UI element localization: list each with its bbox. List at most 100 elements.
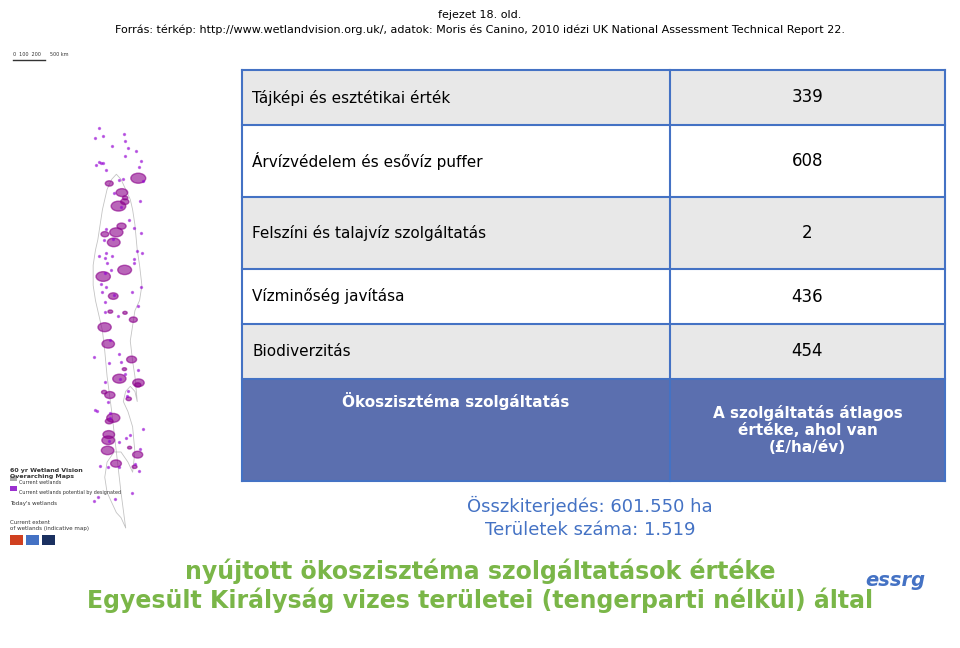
Point xyxy=(118,205,133,215)
Circle shape xyxy=(121,199,129,205)
Point xyxy=(107,450,122,460)
Point xyxy=(111,202,127,212)
Bar xyxy=(42,535,55,545)
Circle shape xyxy=(102,340,114,348)
Bar xyxy=(10,535,23,545)
Bar xyxy=(242,197,670,269)
Point xyxy=(110,176,126,186)
Point xyxy=(132,441,147,452)
Text: Területek száma: 1.519: Területek száma: 1.519 xyxy=(485,521,695,539)
Point xyxy=(98,385,113,395)
Circle shape xyxy=(112,374,126,383)
Point xyxy=(100,379,115,389)
Circle shape xyxy=(102,436,114,445)
Point xyxy=(99,472,114,483)
Text: Biodiverzitás: Biodiverzitás xyxy=(252,344,350,359)
Point xyxy=(102,230,117,240)
Text: Felszíni és talajvíz szolgáltatás: Felszíni és talajvíz szolgáltatás xyxy=(252,225,486,241)
Point xyxy=(113,281,129,291)
Text: Forrás: térkép: http://www.wetlandvision.org.uk/, adatok: Moris és Canino, 2010 : Forrás: térkép: http://www.wetlandvision… xyxy=(115,25,845,35)
Point xyxy=(134,389,150,400)
Circle shape xyxy=(98,323,111,332)
Circle shape xyxy=(106,419,113,424)
Point xyxy=(127,380,142,391)
Point xyxy=(102,202,117,212)
Point xyxy=(130,273,145,283)
Point xyxy=(91,515,107,526)
Text: 436: 436 xyxy=(792,288,824,305)
Text: 454: 454 xyxy=(792,343,824,360)
Text: 0  100  200      500 km: 0 100 200 500 km xyxy=(13,52,68,58)
Circle shape xyxy=(126,397,132,400)
Bar xyxy=(242,269,670,324)
Text: fejezet 18. old.: fejezet 18. old. xyxy=(439,10,521,20)
Point xyxy=(133,356,149,367)
Point xyxy=(127,384,142,394)
Point xyxy=(91,388,107,398)
Point xyxy=(118,269,133,279)
Point xyxy=(125,150,140,160)
Circle shape xyxy=(102,390,107,394)
Point xyxy=(97,402,112,413)
Point xyxy=(107,348,122,358)
Circle shape xyxy=(130,317,137,322)
Point xyxy=(118,487,133,497)
Circle shape xyxy=(123,311,127,314)
Circle shape xyxy=(122,367,127,371)
Point xyxy=(98,356,113,366)
Bar xyxy=(10,486,17,491)
Text: Current extent
of wetlands (indicative map): Current extent of wetlands (indicative m… xyxy=(10,520,89,531)
Point xyxy=(121,423,136,434)
Circle shape xyxy=(116,189,128,196)
Circle shape xyxy=(127,356,136,363)
Circle shape xyxy=(132,451,143,458)
Point xyxy=(116,509,132,519)
Point xyxy=(103,373,118,384)
Text: Current wetlands: Current wetlands xyxy=(19,480,61,485)
Point xyxy=(111,463,127,473)
Bar xyxy=(5,48,237,553)
Point xyxy=(102,303,117,313)
Circle shape xyxy=(108,310,112,313)
Point xyxy=(132,481,148,492)
Point xyxy=(132,172,147,183)
Point xyxy=(131,476,146,487)
Circle shape xyxy=(134,383,141,387)
Circle shape xyxy=(117,223,126,229)
Bar xyxy=(670,70,945,125)
Circle shape xyxy=(103,431,114,439)
Circle shape xyxy=(110,460,121,467)
Point xyxy=(113,435,129,446)
Point xyxy=(101,279,116,290)
Text: Összkiterjedés: 601.550 ha: Összkiterjedés: 601.550 ha xyxy=(468,496,713,516)
Text: 2: 2 xyxy=(803,224,813,242)
Circle shape xyxy=(132,465,137,469)
Point xyxy=(95,480,110,491)
Point xyxy=(97,260,112,271)
Point xyxy=(94,480,109,491)
Circle shape xyxy=(132,379,144,387)
Point xyxy=(105,496,120,507)
Text: Tájképi és esztétikai érték: Tájképi és esztétikai érték xyxy=(252,89,450,106)
Point xyxy=(120,247,135,257)
Bar xyxy=(242,324,670,379)
Point xyxy=(133,410,149,421)
Circle shape xyxy=(105,391,115,399)
Point xyxy=(111,289,127,299)
Point xyxy=(135,462,151,472)
Point xyxy=(100,176,115,186)
Bar xyxy=(26,535,39,545)
Point xyxy=(90,146,106,157)
Point xyxy=(87,233,103,243)
Point xyxy=(131,336,146,347)
Point xyxy=(97,370,112,380)
Bar xyxy=(242,125,670,197)
Point xyxy=(95,507,110,517)
Point xyxy=(98,330,113,341)
Bar xyxy=(242,70,670,125)
Circle shape xyxy=(102,446,114,455)
Point xyxy=(132,193,148,203)
Bar xyxy=(670,197,945,269)
Circle shape xyxy=(106,181,113,186)
Point xyxy=(108,144,123,154)
